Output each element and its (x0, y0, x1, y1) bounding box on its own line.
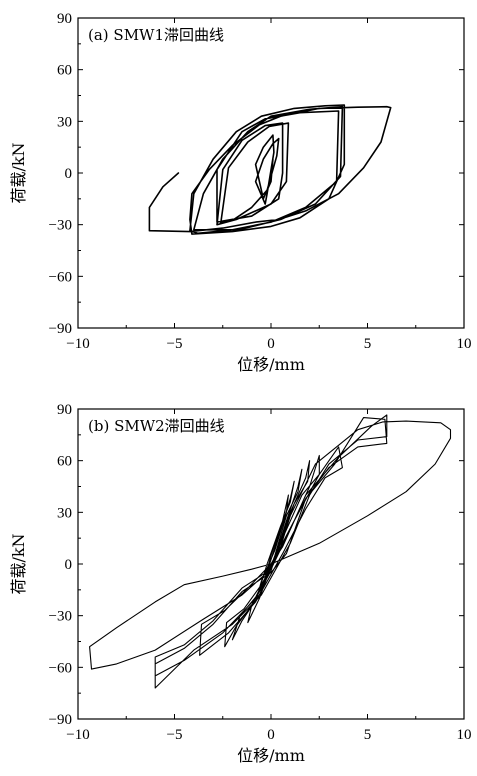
chart-b-y-tick-label: 90 (57, 402, 72, 418)
chart-b-x-tick-label: −10 (66, 727, 89, 743)
chart-b-x-tick-label: 0 (267, 727, 275, 743)
chart-a-y-tick-label: −60 (49, 269, 72, 285)
chart-b: −10 −5 0 5 10 −90 −60 −30 0 30 60 90 (b) SMW2滞回曲线位移/… (9, 402, 472, 765)
chart-b-y-tick-label: 30 (57, 505, 72, 521)
chart-b-y-tick-label: 60 (57, 454, 72, 470)
chart-b-title: (b) SMW2滞回曲线 (88, 417, 225, 435)
chart-a: −10 −5 0 5 10 −90 −60 −30 0 30 60 90 (a) SMW1滞回曲线位移/… (9, 11, 472, 374)
chart-a-x-tick-label: 0 (267, 336, 275, 352)
chart-a-y-tick-label: 60 (57, 63, 72, 79)
chart-b-x-axis-label: 位移/mm (237, 746, 305, 765)
chart-a-x-tick-label: 5 (364, 336, 372, 352)
chart-b-y-tick-label: −60 (49, 660, 72, 676)
chart-b-hysteresis-curve (89, 414, 452, 689)
chart-b-y-tick-label: −90 (49, 712, 72, 728)
chart-b-y-axis-label: 荷载/kN (9, 533, 28, 594)
chart-a-title: (a) SMW1滞回曲线 (88, 26, 224, 44)
chart-b-x-tick-label: −5 (167, 727, 183, 743)
chart-a-y-tick-label: −30 (49, 218, 72, 234)
chart-a-x-tick-label: −5 (167, 336, 183, 352)
chart-a-y-axis-label: 荷载/kN (9, 142, 28, 203)
chart-b-y-tick-label: −30 (49, 609, 72, 625)
chart-a-x-tick-label: 10 (457, 336, 472, 352)
chart-a-y-tick-label: 90 (57, 11, 72, 27)
chart-a-y-tick-label: −90 (49, 321, 72, 337)
chart-a-y-tick-label: 0 (65, 166, 73, 182)
chart-b-x-tick-label: 10 (457, 727, 472, 743)
chart-b-y-tick-label: 0 (65, 557, 73, 573)
chart-a-y-tick-label: 30 (57, 114, 72, 130)
chart-a-x-tick-label: −10 (66, 336, 89, 352)
chart-a-hysteresis-curve (148, 104, 392, 235)
chart-a-x-axis-label: 位移/mm (237, 355, 305, 374)
chart-b-x-tick-label: 5 (364, 727, 372, 743)
